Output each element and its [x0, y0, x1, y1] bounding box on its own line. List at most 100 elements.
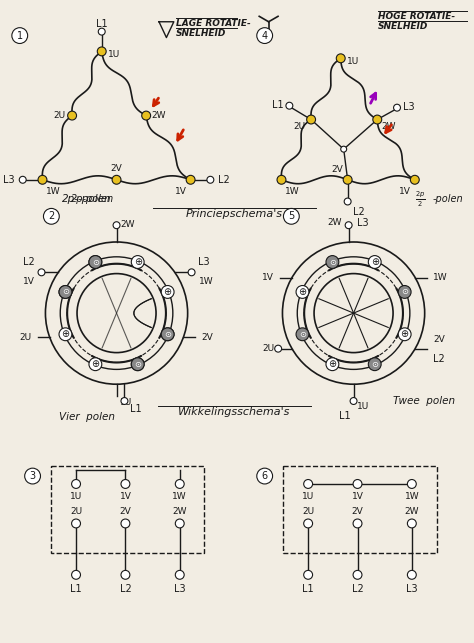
Text: 1U: 1U — [302, 492, 314, 501]
Text: L2: L2 — [353, 208, 365, 217]
Text: 2V: 2V — [110, 164, 122, 173]
Circle shape — [286, 102, 293, 109]
Circle shape — [207, 176, 214, 183]
Circle shape — [38, 176, 47, 185]
Circle shape — [353, 519, 362, 528]
Circle shape — [410, 176, 419, 185]
Text: L2: L2 — [352, 584, 364, 593]
Text: 6: 6 — [262, 471, 268, 481]
Circle shape — [407, 519, 416, 528]
Circle shape — [407, 480, 416, 489]
Circle shape — [19, 176, 26, 183]
Circle shape — [373, 115, 382, 124]
Circle shape — [131, 255, 144, 268]
Circle shape — [113, 222, 120, 229]
Text: 1U: 1U — [70, 492, 82, 501]
Text: L1: L1 — [130, 404, 142, 414]
Circle shape — [257, 468, 273, 484]
Text: 2p-­polen: 2p-­polen — [62, 194, 112, 204]
Text: 1V: 1V — [119, 492, 131, 501]
Text: L1: L1 — [272, 100, 283, 110]
Circle shape — [283, 208, 299, 224]
Circle shape — [304, 570, 312, 579]
Text: ⊙: ⊙ — [134, 359, 141, 368]
Text: 1V: 1V — [175, 186, 187, 195]
Text: L1: L1 — [302, 584, 314, 593]
Circle shape — [304, 480, 312, 489]
Circle shape — [307, 115, 316, 124]
Text: 2W: 2W — [120, 221, 135, 230]
Text: 2U: 2U — [70, 507, 82, 516]
Circle shape — [175, 480, 184, 489]
Text: ⊕: ⊕ — [91, 359, 100, 369]
Text: ⊙: ⊙ — [164, 330, 171, 339]
Circle shape — [38, 269, 45, 276]
Text: $\frac{2p}{2}$: $\frac{2p}{2}$ — [415, 190, 426, 209]
Text: ⊙: ⊙ — [401, 287, 408, 296]
Text: 2U: 2U — [293, 122, 305, 131]
Text: ⊕: ⊕ — [61, 329, 70, 340]
Text: LAGE ROTATIE-: LAGE ROTATIE- — [176, 19, 251, 28]
Circle shape — [89, 255, 102, 268]
Circle shape — [121, 480, 130, 489]
Text: ⊕: ⊕ — [328, 359, 337, 369]
Text: SNELHEID: SNELHEID — [378, 22, 428, 31]
Text: 2: 2 — [48, 212, 55, 221]
Circle shape — [277, 176, 286, 185]
Circle shape — [68, 111, 76, 120]
Text: L1: L1 — [70, 584, 82, 593]
Circle shape — [175, 570, 184, 579]
Circle shape — [59, 285, 72, 298]
Circle shape — [398, 328, 411, 341]
Circle shape — [161, 328, 174, 341]
Text: ⊕: ⊕ — [371, 257, 379, 267]
Text: 2U: 2U — [302, 507, 314, 516]
Text: Vier  polen: Vier polen — [59, 412, 115, 422]
Text: 5: 5 — [288, 212, 294, 221]
Text: 1V: 1V — [352, 492, 364, 501]
Text: L2: L2 — [23, 257, 35, 267]
Text: 2W: 2W — [327, 218, 342, 227]
Text: 1V: 1V — [262, 273, 274, 282]
Text: L2: L2 — [119, 584, 131, 593]
Circle shape — [353, 570, 362, 579]
Circle shape — [175, 519, 184, 528]
Text: ⊕: ⊕ — [401, 329, 409, 340]
Text: 2V: 2V — [331, 165, 343, 174]
Text: 3: 3 — [29, 471, 36, 481]
Text: L3: L3 — [199, 257, 210, 267]
Circle shape — [121, 397, 128, 404]
Text: 1U: 1U — [119, 398, 132, 407]
Circle shape — [345, 222, 352, 229]
Circle shape — [368, 255, 381, 268]
Text: ⊙: ⊙ — [329, 257, 336, 266]
Circle shape — [131, 358, 144, 370]
Text: 1W: 1W — [404, 492, 419, 501]
Text: L3: L3 — [3, 175, 15, 185]
Text: 1V: 1V — [23, 277, 35, 286]
Circle shape — [72, 480, 81, 489]
Circle shape — [336, 54, 345, 63]
Text: 1: 1 — [17, 31, 23, 41]
Circle shape — [161, 285, 174, 298]
Text: 1V: 1V — [399, 186, 411, 195]
Circle shape — [112, 176, 121, 185]
Circle shape — [393, 104, 401, 111]
Circle shape — [296, 285, 309, 298]
Text: 2U: 2U — [262, 344, 274, 353]
Circle shape — [343, 176, 352, 185]
Circle shape — [275, 345, 282, 352]
Circle shape — [142, 111, 151, 120]
Circle shape — [326, 255, 339, 268]
Circle shape — [131, 358, 144, 370]
Text: Twee  polen: Twee polen — [393, 396, 455, 406]
Circle shape — [188, 269, 195, 276]
Circle shape — [161, 328, 174, 341]
Text: 1U: 1U — [356, 402, 369, 411]
Circle shape — [407, 570, 416, 579]
Text: ⊙: ⊙ — [371, 359, 378, 368]
Text: Wikkelingsschema's: Wikkelingsschema's — [178, 407, 290, 417]
Circle shape — [368, 358, 381, 370]
Text: 2V: 2V — [352, 507, 364, 516]
Text: 1W: 1W — [199, 277, 213, 286]
